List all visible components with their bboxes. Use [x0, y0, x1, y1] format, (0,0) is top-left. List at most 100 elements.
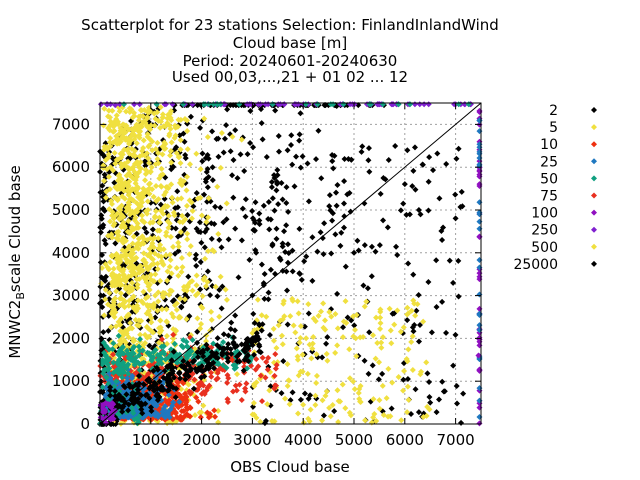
- data-point: [108, 231, 115, 238]
- data-point: [262, 374, 269, 381]
- data-point: [187, 243, 194, 250]
- legend-label: 10: [540, 137, 558, 153]
- data-point: [135, 297, 142, 304]
- data-point: [135, 235, 142, 242]
- data-point: [283, 200, 290, 207]
- data-point: [292, 329, 299, 336]
- data-point: [189, 207, 196, 214]
- data-point: [118, 253, 125, 260]
- data-point: [152, 314, 159, 321]
- data-point: [301, 258, 308, 265]
- data-point: [223, 296, 230, 303]
- data-point: [198, 212, 205, 219]
- data-point: [132, 124, 139, 131]
- data-point: [426, 379, 433, 386]
- data-point: [131, 160, 138, 167]
- data-point: [275, 133, 282, 140]
- data-point: [129, 394, 136, 401]
- data-point: [128, 145, 135, 152]
- data-point: [385, 413, 392, 420]
- data-point: [172, 394, 179, 401]
- data-point: [333, 202, 340, 209]
- data-point: [143, 229, 150, 236]
- data-point: [259, 398, 266, 405]
- data-point: [238, 237, 245, 244]
- data-point: [144, 377, 151, 384]
- legend-marker: [591, 243, 597, 250]
- data-point: [346, 375, 353, 382]
- data-point: [108, 404, 115, 411]
- data-point: [251, 383, 258, 390]
- data-point: [252, 199, 259, 206]
- data-point: [208, 235, 215, 242]
- data-point: [347, 208, 354, 215]
- data-point: [144, 114, 151, 121]
- data-point: [405, 346, 412, 353]
- data-point: [321, 220, 328, 227]
- data-point: [111, 194, 118, 201]
- data-point: [279, 341, 286, 348]
- data-point: [142, 400, 149, 407]
- data-point: [220, 219, 227, 226]
- data-point: [204, 384, 211, 391]
- data-point: [126, 166, 133, 173]
- data-point: [334, 290, 341, 297]
- data-point: [307, 406, 314, 413]
- data-point: [119, 213, 126, 220]
- data-point: [155, 117, 162, 124]
- legend-label: 75: [540, 189, 558, 205]
- data-point: [263, 153, 270, 160]
- data-point: [278, 332, 285, 339]
- data-point: [179, 264, 186, 271]
- data-point: [148, 261, 155, 268]
- data-point: [180, 344, 187, 351]
- data-point: [319, 235, 326, 242]
- data-point: [159, 171, 166, 178]
- data-point: [177, 160, 184, 167]
- y-tick-label: 0: [80, 415, 90, 433]
- data-point: [361, 200, 368, 207]
- data-point: [183, 404, 190, 411]
- data-point: [427, 399, 434, 406]
- data-point: [254, 326, 261, 333]
- data-point: [158, 253, 165, 260]
- data-point: [126, 150, 133, 157]
- data-point: [408, 338, 415, 345]
- data-point: [374, 340, 381, 347]
- data-point: [125, 126, 132, 133]
- data-point: [106, 139, 113, 146]
- data-point: [318, 175, 325, 182]
- data-point: [419, 161, 426, 168]
- data-point: [263, 358, 270, 365]
- data-point: [218, 244, 225, 251]
- data-point: [109, 346, 116, 353]
- data-point: [282, 248, 289, 255]
- data-point: [376, 359, 383, 366]
- data-point: [328, 250, 335, 257]
- data-point: [243, 380, 250, 387]
- data-point: [329, 158, 336, 165]
- data-point: [129, 197, 136, 204]
- data-point: [183, 411, 190, 418]
- data-point: [185, 273, 192, 280]
- data-point: [116, 108, 123, 115]
- data-point: [170, 364, 177, 371]
- data-point: [126, 105, 133, 112]
- data-point: [475, 352, 482, 359]
- data-point: [284, 241, 291, 248]
- data-point: [163, 229, 170, 236]
- data-point: [147, 168, 154, 175]
- data-point: [337, 242, 344, 249]
- data-point: [334, 325, 341, 332]
- data-point: [168, 139, 175, 146]
- data-point: [163, 318, 170, 325]
- data-point: [103, 374, 110, 381]
- data-point: [183, 399, 190, 406]
- data-point: [350, 333, 357, 340]
- data-point: [307, 392, 314, 399]
- data-point: [132, 316, 139, 323]
- data-point: [134, 415, 141, 422]
- data-point: [265, 296, 272, 303]
- data-point: [309, 345, 316, 352]
- data-point: [438, 228, 445, 235]
